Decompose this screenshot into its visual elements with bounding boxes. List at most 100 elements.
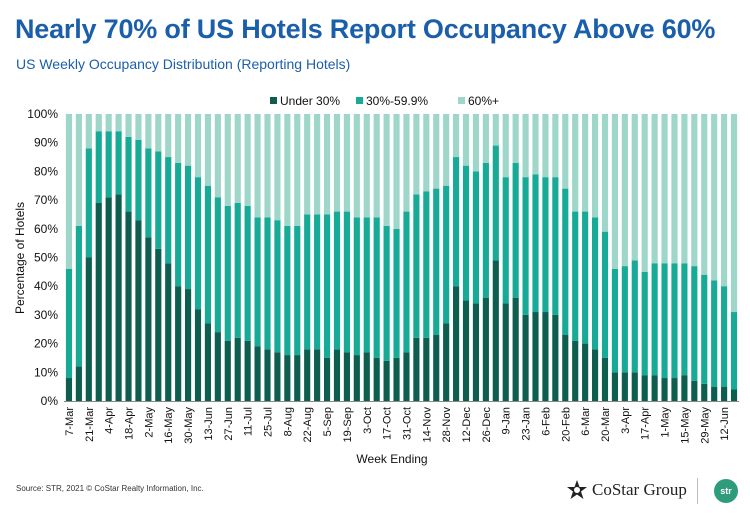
bar-segment xyxy=(661,378,668,401)
bar-segment xyxy=(651,375,658,401)
bar-segment xyxy=(304,349,311,401)
bar-segment xyxy=(363,217,370,353)
y-tick-label: 0% xyxy=(41,394,59,408)
x-tick-label: 26-Dec xyxy=(481,407,493,443)
chart-title: Nearly 70% of US Hotels Report Occupancy… xyxy=(15,14,716,44)
bar-segment xyxy=(383,225,390,361)
bar-segment xyxy=(433,188,440,335)
bar-segment xyxy=(135,114,142,140)
bar-segment xyxy=(591,114,599,218)
bar-segment xyxy=(343,211,350,353)
bar-segment xyxy=(631,372,638,401)
x-tick-label: 18-Apr xyxy=(124,407,136,440)
legend-label: 60%+ xyxy=(468,94,499,108)
bar-segment xyxy=(462,114,470,166)
bar-segment xyxy=(542,177,549,313)
bar-segment xyxy=(145,114,152,149)
bar-segment xyxy=(403,352,410,401)
bar-segment xyxy=(224,340,231,401)
logo-divider xyxy=(697,478,698,504)
bar-segment xyxy=(294,225,301,356)
bars-group xyxy=(65,114,738,401)
bar-segment xyxy=(194,114,202,178)
bar-segment xyxy=(443,114,450,186)
bar-segment xyxy=(462,300,470,401)
bar-segment xyxy=(482,297,489,401)
bar-segment xyxy=(453,286,460,401)
legend-swatch xyxy=(270,97,277,104)
bar-segment xyxy=(472,171,480,304)
bar-segment xyxy=(65,268,73,379)
bar-segment xyxy=(423,191,430,338)
bar-segment xyxy=(661,263,668,379)
bar-segment xyxy=(730,114,738,313)
bar-segment xyxy=(115,131,122,195)
costar-logo: CoStar Group xyxy=(566,479,687,501)
bar-segment xyxy=(214,332,221,401)
bar-segment xyxy=(194,309,202,401)
bar-segment xyxy=(730,312,738,390)
bar-segment xyxy=(462,165,470,301)
y-tick-label: 90% xyxy=(34,136,58,150)
chart-subtitle: US Weekly Occupancy Distribution (Report… xyxy=(16,56,351,72)
bar-segment xyxy=(562,334,569,401)
bar-segment xyxy=(730,389,738,401)
x-tick-label: 19-Sep xyxy=(342,407,354,442)
bar-segment xyxy=(333,114,341,212)
bar-segment xyxy=(185,289,192,401)
bar-segment xyxy=(105,197,112,401)
bar-segment xyxy=(611,114,618,269)
y-tick-label: 40% xyxy=(34,279,58,293)
bar-segment xyxy=(274,220,281,353)
bar-segment xyxy=(105,131,112,198)
bar-segment xyxy=(671,378,678,401)
bar-segment xyxy=(383,360,390,401)
bar-segment xyxy=(681,114,688,264)
bar-segment xyxy=(413,194,420,338)
bar-segment xyxy=(204,323,212,401)
x-tick-label: 16-May xyxy=(163,407,175,444)
x-tick-label: 7-Mar xyxy=(64,407,76,436)
legend-swatch xyxy=(356,97,363,104)
x-tick-label: 11-Jul xyxy=(243,407,255,436)
bar-segment xyxy=(472,114,480,172)
x-tick-label: 6-Feb xyxy=(540,407,552,436)
bar-segment xyxy=(373,217,380,358)
bar-segment xyxy=(254,346,261,401)
bar-segment xyxy=(591,217,599,350)
bar-segment xyxy=(671,263,678,379)
bar-segment xyxy=(343,352,350,401)
bar-segment xyxy=(701,274,708,384)
bar-segment xyxy=(274,114,281,221)
y-tick-label: 100% xyxy=(27,107,58,121)
bar-segment xyxy=(175,286,182,401)
x-tick-label: 9-Jan xyxy=(501,407,513,435)
costar-star-icon xyxy=(567,480,587,499)
bar-segment xyxy=(532,312,539,401)
bar-segment xyxy=(353,217,360,356)
bar-segment xyxy=(254,114,261,218)
x-tick-label: 20-Feb xyxy=(560,407,572,442)
bar-segment xyxy=(95,114,102,132)
bar-segment xyxy=(671,114,678,264)
bar-segment xyxy=(284,114,291,226)
bar-segment xyxy=(165,263,172,401)
bar-segment xyxy=(443,323,450,401)
y-axis-title: Percentage of Hotels xyxy=(13,202,27,314)
bar-segment xyxy=(323,357,331,401)
bar-segment xyxy=(353,355,360,401)
y-tick-label: 30% xyxy=(34,308,58,322)
bar-segment xyxy=(304,214,311,350)
bar-segment xyxy=(443,185,450,324)
bar-segment xyxy=(721,286,728,387)
bar-segment xyxy=(304,114,311,215)
bar-segment xyxy=(601,231,609,358)
bar-segment xyxy=(433,334,440,401)
bar-segment xyxy=(323,214,331,358)
bar-segment xyxy=(264,217,271,350)
x-tick-label: 12-Dec xyxy=(461,407,473,443)
bar-segment xyxy=(413,337,420,401)
y-tick-label: 50% xyxy=(34,251,58,265)
bar-segment xyxy=(681,263,688,376)
bar-segment xyxy=(611,268,618,373)
